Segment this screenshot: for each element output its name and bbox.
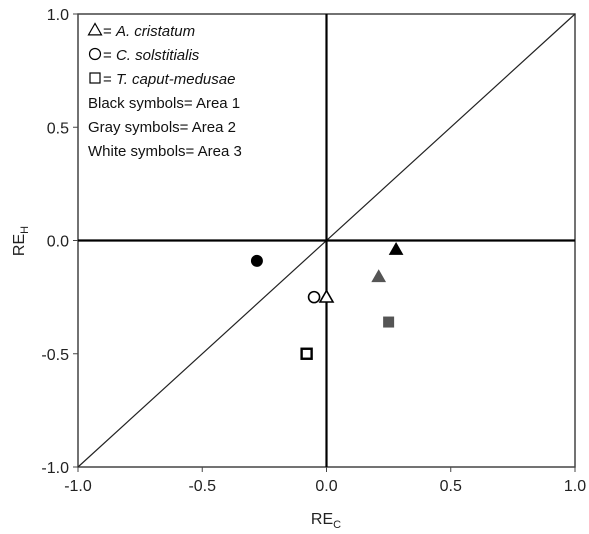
legend-entry: = T. caput-medusae bbox=[103, 71, 235, 88]
data-point-triangle bbox=[388, 242, 404, 255]
y-tick-label: -1.0 bbox=[41, 460, 69, 477]
legend-label: White symbols= Area 3 bbox=[88, 143, 242, 160]
legend-square-icon bbox=[89, 72, 101, 84]
legend-label: A. cristatum bbox=[115, 23, 195, 40]
x-tick-label: 1.0 bbox=[564, 478, 586, 495]
x-tick-label: -0.5 bbox=[188, 478, 216, 495]
data-point-square bbox=[300, 347, 313, 360]
data-point-triangle bbox=[371, 269, 387, 283]
axis-ticks: -1.0 -0.5 0.0 0.5 1.0 1.0 0.5 0.0 -0.5 -1.0 bbox=[41, 7, 586, 495]
data-points bbox=[250, 242, 404, 360]
legend-label: T. caput-medusae bbox=[116, 71, 236, 88]
y-tick-label: -0.5 bbox=[41, 347, 69, 364]
data-point-triangle bbox=[318, 289, 335, 303]
legend-label: Black symbols= Area 1 bbox=[88, 95, 240, 112]
legend-label: C. solstitialis bbox=[116, 47, 200, 64]
legend-equals: = bbox=[103, 23, 116, 40]
x-tick-label: 0.0 bbox=[315, 478, 337, 495]
data-point-circle bbox=[250, 254, 263, 267]
legend-entry: White symbols= Area 3 bbox=[88, 143, 242, 160]
legend-entry: Gray symbols= Area 2 bbox=[88, 119, 236, 136]
reference-lines bbox=[77, 13, 576, 468]
data-point-square bbox=[383, 316, 395, 328]
x-tick-label: 0.5 bbox=[440, 478, 462, 495]
legend-entry: Black symbols= Area 1 bbox=[88, 95, 240, 112]
legend-label: Gray symbols= Area 2 bbox=[88, 119, 236, 136]
x-axis-title: REC bbox=[311, 511, 341, 531]
legend-equals: = bbox=[103, 47, 116, 64]
y-tick-label: 1.0 bbox=[47, 7, 69, 24]
y-tick-label: 0.0 bbox=[47, 234, 69, 251]
legend-equals: = bbox=[103, 71, 116, 88]
legend-entry: = C. solstitialis bbox=[103, 47, 200, 64]
y-axis-title: REH bbox=[11, 226, 31, 256]
y-tick-label: 0.5 bbox=[47, 120, 69, 137]
legend-entry: = A. cristatum bbox=[103, 23, 195, 40]
data-point-circle bbox=[307, 290, 321, 304]
x-tick-label: -1.0 bbox=[64, 478, 92, 495]
legend-circle-icon bbox=[88, 47, 102, 61]
legend-triangle-icon bbox=[87, 22, 103, 36]
legend: = A. cristatum = C. solstitialis = T. ca… bbox=[87, 22, 242, 160]
